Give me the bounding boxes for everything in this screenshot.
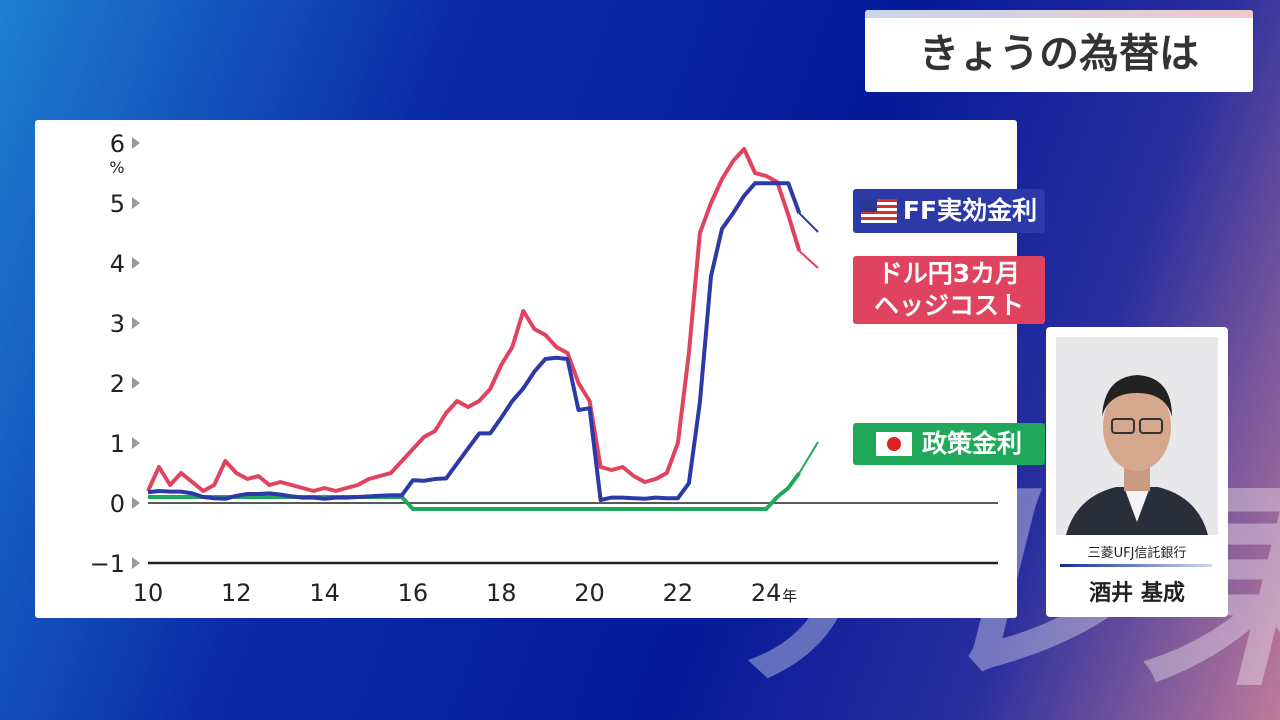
- y-tick-label: 5: [110, 190, 125, 218]
- x-tick-label: 10: [133, 579, 164, 607]
- title: きょうの為替は: [919, 31, 1199, 77]
- x-tick-label: 22: [663, 579, 694, 607]
- legend-connector: [798, 441, 819, 474]
- legend-entry: ドル円3カ月 ヘッジコスト: [853, 256, 1045, 324]
- guest-card: 三菱UFJ信託銀行 酒井 基成: [1046, 327, 1228, 617]
- legend-entry: 政策金利: [853, 423, 1045, 465]
- y-tick-mark: [132, 557, 140, 569]
- y-tick-label: 6: [110, 130, 125, 158]
- legend-label: FF実効金利: [902, 196, 1038, 225]
- y-tick-mark: [132, 257, 140, 269]
- y-tick-mark: [132, 317, 140, 329]
- y-tick-label: −1: [90, 550, 125, 578]
- y-tick-mark: [132, 437, 140, 449]
- y-tick-label: 1: [110, 430, 125, 458]
- x-unit: 年: [782, 587, 797, 605]
- y-tick-label: 0: [110, 490, 125, 518]
- us-flag: [860, 199, 897, 223]
- legend-connector: [798, 212, 819, 233]
- legend-connector: [798, 250, 819, 269]
- y-unit: %: [109, 158, 124, 177]
- series-line: [148, 471, 801, 511]
- legend-entry: FF実効金利: [853, 189, 1045, 233]
- y-tick-mark: [132, 137, 140, 149]
- x-tick-label: 12: [221, 579, 252, 607]
- y-tick-mark: [132, 497, 140, 509]
- title-box: きょうの為替は: [865, 10, 1253, 92]
- guest-photo: [1056, 337, 1218, 535]
- series-line: [146, 147, 802, 493]
- chart-panel: −1 0 1 2 3 4 5 6% 10 12 14 16 18 20 22 24 年 FF実効金利 ドル円3カ…: [35, 120, 1045, 618]
- legend-label: 政策金利: [921, 429, 1022, 458]
- x-tick-label: 14: [309, 579, 340, 607]
- x-tick-label: 24: [751, 579, 782, 607]
- y-tick-mark: [132, 377, 140, 389]
- jp-flag: [875, 432, 912, 456]
- legend-label: ドル円3カ月 ヘッジコスト: [873, 259, 1024, 320]
- x-tick-label: 18: [486, 579, 517, 607]
- series-line: [147, 181, 802, 502]
- y-tick-mark: [132, 197, 140, 209]
- y-tick-label: 3: [110, 310, 125, 338]
- x-tick-label: 20: [574, 579, 605, 607]
- guest-name: 酒井 基成: [1089, 581, 1185, 606]
- x-tick-label: 16: [398, 579, 429, 607]
- y-tick-label: 2: [110, 370, 125, 398]
- guest-company: 三菱UFJ信託銀行: [1087, 546, 1187, 561]
- y-tick-label: 4: [110, 250, 125, 278]
